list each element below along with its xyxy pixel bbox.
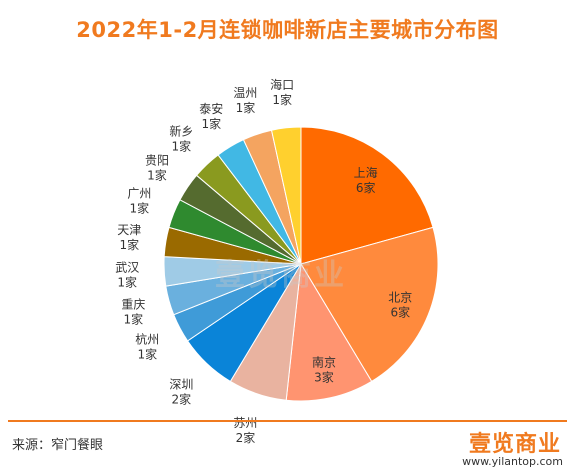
slice-name-label: 南京 — [312, 354, 336, 369]
slice-name-label: 海口 — [270, 77, 294, 92]
slice-name-label: 深圳 — [169, 377, 193, 391]
chart-title: 2022年1-2月连锁咖啡新店主要城市分布图 — [76, 18, 499, 42]
slice-name-label: 重庆 — [121, 298, 145, 312]
site-url: www.yilantop.com — [462, 455, 563, 468]
slice-name-label: 武汉 — [115, 260, 139, 274]
slice-value-label: 1家 — [117, 274, 137, 289]
slice-name-label: 新乡 — [169, 124, 193, 139]
slice-value-label: 1家 — [172, 139, 192, 154]
pie-slice-0 — [300, 126, 434, 265]
footer-divider — [8, 420, 567, 422]
slice-value-label: 6家 — [356, 180, 376, 195]
slice-name-label: 贵阳 — [145, 153, 169, 167]
slice-value-label: 1家 — [119, 237, 139, 252]
slice-name-label: 广州 — [127, 187, 151, 201]
pie-slice-1 — [300, 226, 439, 383]
slice-name-label: 杭州 — [135, 332, 159, 347]
slice-value-label: 1家 — [137, 347, 157, 362]
slice-name-label: 天津 — [117, 223, 141, 237]
brand-logo: 壹览商业 — [468, 432, 561, 457]
pie-slice-2 — [285, 262, 373, 402]
slice-value-label: 1家 — [147, 167, 167, 182]
slice-value-label: 1家 — [124, 312, 144, 327]
slice-name-label: 北京 — [388, 291, 412, 305]
slice-name-label: 泰安 — [199, 101, 223, 116]
source-note: 来源：窄门餐眼 — [12, 438, 104, 453]
slice-value-label: 2家 — [236, 430, 256, 445]
pie-slice-14 — [270, 126, 302, 265]
slice-value-label: 6家 — [390, 305, 410, 320]
slice-value-label: 1家 — [236, 100, 256, 115]
slice-value-label: 1家 — [272, 92, 292, 107]
slice-name-label: 苏州 — [233, 416, 257, 430]
slice-name-label: 上海 — [354, 165, 378, 180]
slice-value-label: 2家 — [172, 391, 192, 406]
slice-value-label: 1家 — [201, 116, 221, 131]
slice-value-label: 1家 — [130, 201, 150, 216]
slice-name-label: 温州 — [233, 86, 257, 100]
slice-value-label: 3家 — [314, 369, 334, 384]
